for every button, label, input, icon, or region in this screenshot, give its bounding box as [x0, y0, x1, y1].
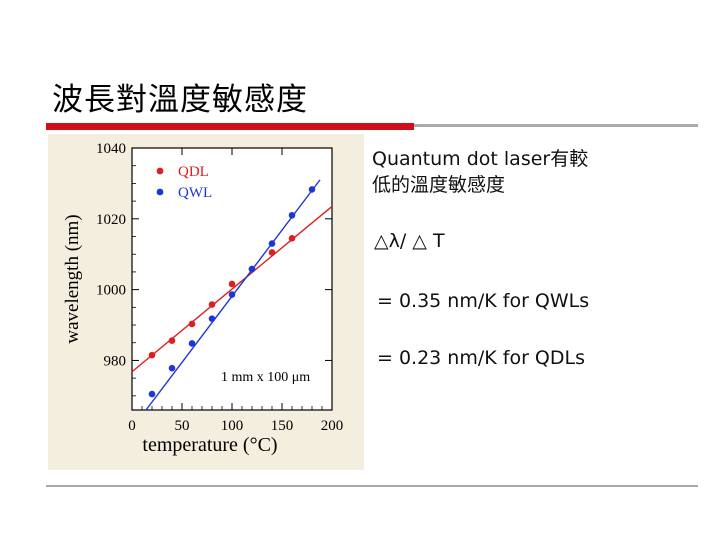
data-point-qdl [148, 351, 156, 359]
data-point-qwl [288, 211, 296, 219]
plot-area [131, 147, 333, 411]
x-tick-label: 200 [321, 418, 344, 434]
device-size-annotation: 1 mm x 100 μm [221, 370, 310, 385]
bullet-qd-claim: Quantum dot laser有較 低的溫度敏感度 [372, 146, 588, 198]
page-title: 波長對溫度敏感度 [52, 82, 308, 118]
bullet-qdl-value: = 0.23 nm/K for QDLs [377, 347, 585, 369]
title-accent-bar [46, 123, 414, 130]
data-point-qwl [208, 315, 216, 322]
x-tick-label: 50 [175, 418, 190, 434]
data-point-qdl [288, 234, 296, 242]
y-tick-label: 980 [104, 353, 127, 369]
data-point-qdl [228, 280, 236, 288]
data-point-qdl [208, 301, 216, 308]
x-axis-label: temperature (°C) [142, 434, 277, 456]
bottom-divider [46, 485, 698, 487]
bullet-ratio: △λ/ △ T [374, 230, 445, 252]
legend-marker-qdl [156, 167, 164, 175]
legend-label-qwl: QWL [178, 185, 212, 201]
y-tick-label: 1040 [96, 141, 126, 157]
x-tick-label: 0 [128, 418, 136, 434]
data-point-qwl [188, 340, 196, 347]
fit-line-qdl [131, 205, 333, 373]
data-point-qwl [148, 390, 156, 398]
x-tick-label: 150 [271, 418, 294, 434]
y-tick-label: 1020 [96, 212, 126, 228]
y-tick-label: 1000 [96, 283, 126, 299]
legend-marker-qwl [156, 188, 164, 196]
data-point-qwl [168, 364, 176, 372]
chart: 980 1000 1020 1040 0 50 100 150 200 QDL QWL 1 m… [62, 141, 344, 456]
data-point-qwl [308, 186, 316, 193]
bullet-qwl-value: = 0.35 nm/K for QWLs [377, 290, 590, 312]
x-tick-label: 100 [221, 418, 244, 434]
data-point-qwl [268, 240, 276, 247]
y-axis-label: wavelength (nm) [62, 214, 83, 343]
chart-panel: 980 1000 1020 1040 0 50 100 150 200 QDL QWL 1 m… [48, 134, 364, 470]
data-point-qdl [168, 337, 176, 344]
data-point-qwl [248, 265, 256, 273]
bullet-line-1: Quantum dot laser有較 [372, 148, 589, 170]
data-point-qdl [268, 249, 276, 256]
data-point-qwl [228, 291, 236, 298]
legend-label-qdl: QDL [178, 164, 209, 180]
bullet-line-2: 低的溫度敏感度 [372, 174, 506, 196]
data-point-qdl [188, 320, 196, 328]
